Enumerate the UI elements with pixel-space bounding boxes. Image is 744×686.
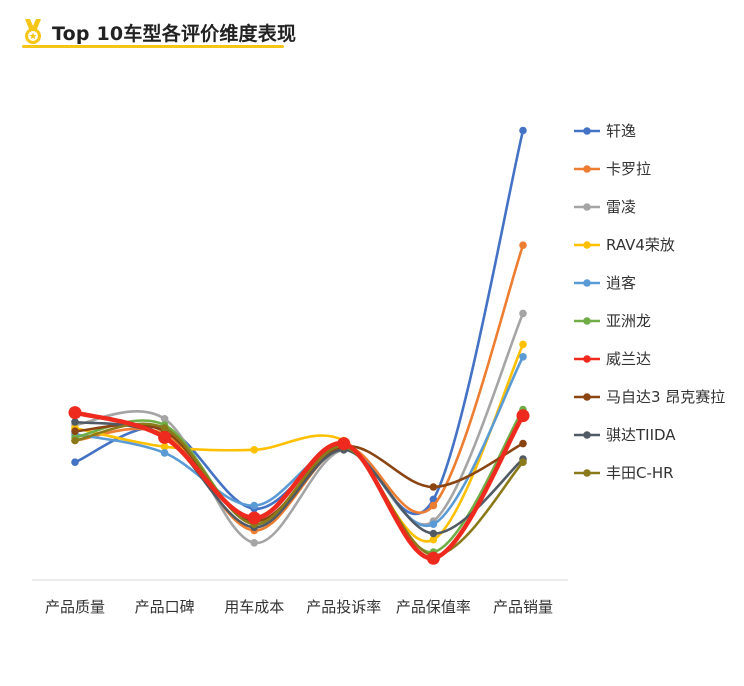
legend-label: 威兰达 bbox=[606, 350, 651, 368]
data-point bbox=[68, 406, 82, 420]
chart-title: Top 10车型各评价维度表现 bbox=[52, 22, 297, 45]
x-tick-label: 产品保值率 bbox=[396, 598, 471, 616]
legend-swatch-dot bbox=[583, 165, 591, 173]
data-point bbox=[429, 520, 438, 528]
legend-swatch-dot bbox=[583, 469, 591, 477]
legend-label: 雷凌 bbox=[606, 198, 636, 216]
legend-label: 马自达3 昂克赛拉 bbox=[606, 388, 725, 406]
data-point bbox=[519, 353, 527, 361]
series-layer bbox=[68, 126, 530, 565]
legend-swatch-dot bbox=[583, 203, 591, 211]
legend-item: 亚洲龙 bbox=[574, 312, 651, 330]
data-point bbox=[429, 529, 438, 538]
legend-item: 逍客 bbox=[574, 274, 636, 292]
data-point bbox=[519, 309, 527, 318]
data-point bbox=[71, 418, 79, 426]
data-point bbox=[250, 446, 258, 454]
x-tick-label: 产品销量 bbox=[493, 598, 553, 616]
data-point bbox=[250, 539, 258, 547]
data-point bbox=[519, 439, 527, 448]
x-tick-label: 产品质量 bbox=[45, 598, 105, 616]
legend-swatch-dot bbox=[583, 355, 591, 363]
series-6 bbox=[68, 406, 530, 565]
x-tick-label: 用车成本 bbox=[224, 598, 284, 616]
data-point bbox=[160, 442, 169, 451]
legend-label: 亚洲龙 bbox=[606, 312, 651, 330]
data-point bbox=[160, 415, 169, 423]
x-tick-label: 产品投诉率 bbox=[306, 598, 381, 616]
x-tick-label: 产品口碑 bbox=[135, 598, 195, 616]
data-point bbox=[337, 437, 351, 451]
data-point bbox=[160, 449, 169, 457]
data-point bbox=[71, 427, 79, 436]
data-point bbox=[160, 424, 169, 432]
legend-swatch-dot bbox=[583, 127, 591, 135]
legend-item: 威兰达 bbox=[574, 350, 651, 368]
legend-item: 马自达3 昂克赛拉 bbox=[574, 388, 725, 406]
chart-header: Top 10车型各评价维度表现 bbox=[22, 14, 296, 50]
legend-item: 轩逸 bbox=[574, 122, 636, 140]
legend-item: RAV4荣放 bbox=[574, 236, 675, 254]
legend-swatch-dot bbox=[583, 393, 591, 401]
legend-label: 卡罗拉 bbox=[606, 160, 651, 178]
data-point bbox=[429, 535, 438, 544]
data-point bbox=[247, 511, 261, 525]
series-line bbox=[73, 343, 525, 543]
legend-label: 逍客 bbox=[606, 274, 636, 292]
legend-swatch-dot bbox=[583, 317, 591, 325]
data-point bbox=[519, 458, 527, 467]
legend-item: 卡罗拉 bbox=[574, 160, 651, 178]
title-underline bbox=[22, 45, 284, 48]
data-point bbox=[519, 126, 527, 135]
legend-item: 骐达TIIDA bbox=[574, 426, 676, 444]
legend-label: RAV4荣放 bbox=[606, 236, 675, 254]
data-point bbox=[71, 436, 79, 445]
data-point bbox=[71, 458, 79, 467]
legend-swatch-dot bbox=[583, 431, 591, 439]
data-point bbox=[429, 501, 438, 510]
legend-item: 丰田C-HR bbox=[574, 464, 674, 482]
medal-icon bbox=[25, 19, 41, 44]
data-point bbox=[250, 501, 258, 510]
series-line bbox=[73, 129, 525, 516]
data-point bbox=[519, 340, 527, 349]
legend-label: 骐达TIIDA bbox=[606, 426, 676, 444]
data-point bbox=[429, 483, 438, 491]
series-3 bbox=[71, 340, 527, 544]
legend-label: 轩逸 bbox=[606, 122, 636, 140]
data-point bbox=[516, 409, 530, 423]
data-point bbox=[519, 241, 527, 249]
legend-label: 丰田C-HR bbox=[606, 464, 674, 482]
data-point bbox=[426, 551, 440, 565]
legend-item: 雷凌 bbox=[574, 198, 636, 216]
legend-swatch-dot bbox=[583, 241, 591, 249]
data-point bbox=[158, 430, 172, 444]
x-axis-ticks: 产品质量 产品口碑 用车成本 产品投诉率 产品保值率 产品销量 bbox=[45, 598, 553, 616]
legend-swatch-dot bbox=[583, 279, 591, 287]
